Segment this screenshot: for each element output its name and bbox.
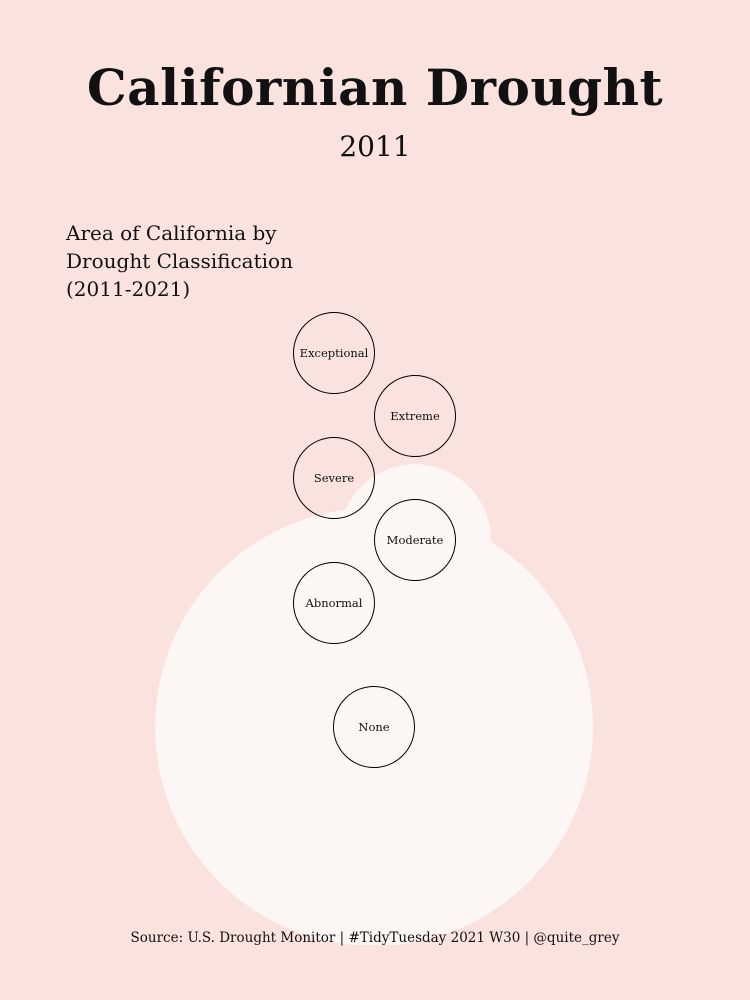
category-label-moderate: Moderate [387,533,444,547]
category-ring-exceptional [293,312,375,394]
category-label-abnormal: Abnormal [305,596,363,610]
source-caption: Source: U.S. Drought Monitor | #TidyTues… [130,930,620,946]
category-ring-abnormal [293,562,375,644]
category-ring-moderate [374,499,456,581]
area-bubble-none [155,508,593,945]
category-ring-severe [293,437,375,519]
category-label-exceptional: Exceptional [300,346,369,360]
category-ring-extreme [374,375,456,457]
year-label: 2011 [339,130,411,163]
category-label-severe: Severe [314,471,354,485]
chart-title: Californian Drought [86,58,664,117]
category-label-none: None [358,720,389,734]
category-ring-none [333,686,415,768]
category-label-extreme: Extreme [390,409,440,423]
chart-subtitle: Area of California by Drought Classifica… [66,221,293,301]
